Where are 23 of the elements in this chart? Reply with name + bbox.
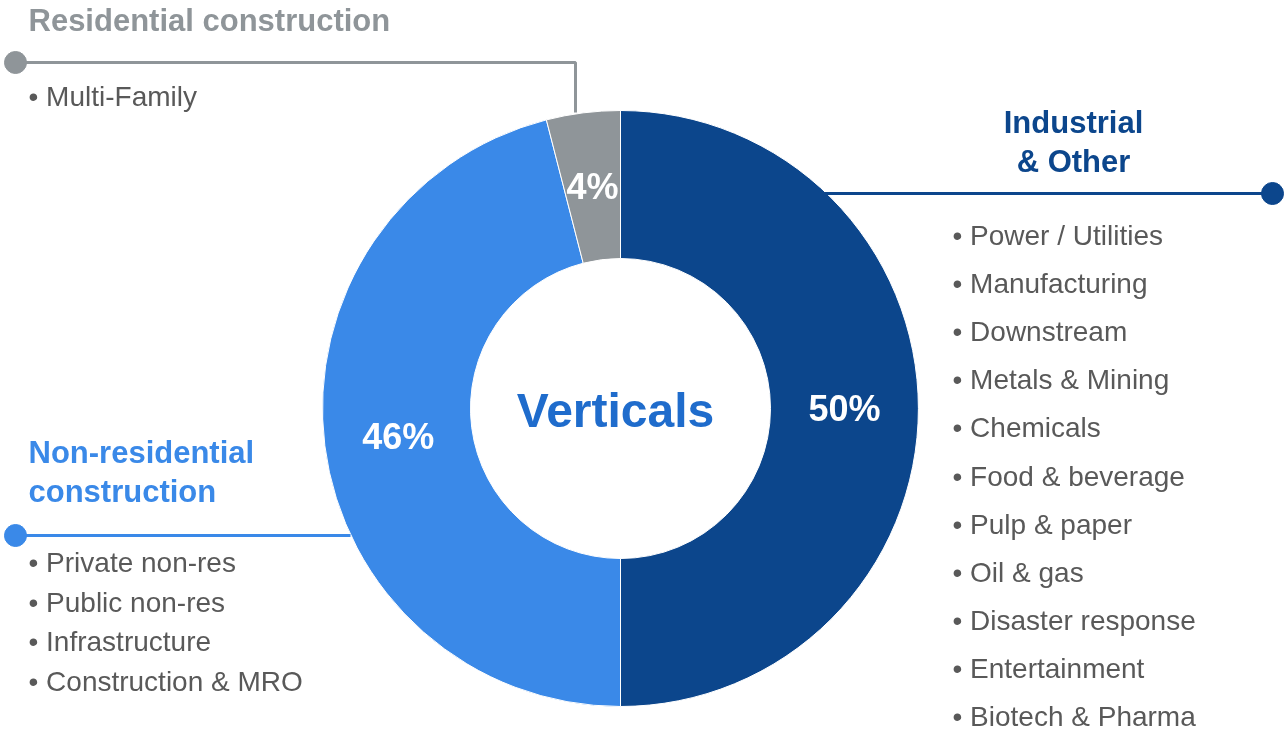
text: • Chemicals — [952, 412, 1101, 444]
text: • Oil & gas — [952, 556, 1084, 588]
text: • Downstream — [952, 316, 1128, 348]
text: • Public non-res — [28, 586, 226, 618]
slice-label: Industrial & Other — [1003, 105, 1144, 179]
text: • Private non-res — [28, 547, 236, 578]
text: • Entertainment — [952, 652, 1145, 684]
slice-label: Residential construction — [28, 3, 391, 38]
text: • Manufacturing — [952, 268, 1148, 300]
text: • Metals & Mining — [952, 364, 1170, 396]
slice-label: Non-residential construction — [28, 435, 255, 509]
text: • Construction & MRO — [28, 666, 303, 698]
text: Verticals — [516, 384, 715, 437]
text: • Multi-Family — [28, 81, 197, 112]
data-label: 46% — [362, 416, 435, 458]
text: • Infrastructure — [28, 626, 212, 658]
data-label: 4% — [566, 165, 619, 207]
text: • Pulp & paper — [952, 508, 1132, 540]
text: • Biotech & Pharma — [952, 701, 1197, 730]
text: • Disaster response — [952, 604, 1196, 636]
data-label: 50% — [808, 388, 881, 429]
text: • Power / Utilities — [952, 220, 1164, 251]
text: • Food & beverage — [952, 460, 1185, 492]
